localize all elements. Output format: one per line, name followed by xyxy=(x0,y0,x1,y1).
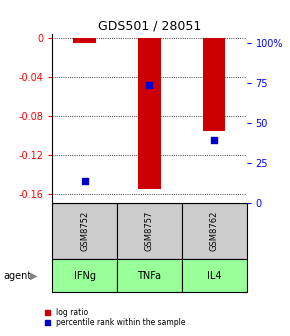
Text: GSM8757: GSM8757 xyxy=(145,211,154,251)
Bar xyxy=(52,259,117,292)
Legend: log ratio, percentile rank within the sample: log ratio, percentile rank within the sa… xyxy=(41,305,188,331)
Bar xyxy=(117,203,182,259)
Point xyxy=(147,82,152,87)
Title: GDS501 / 28051: GDS501 / 28051 xyxy=(98,19,201,33)
Bar xyxy=(182,259,246,292)
Bar xyxy=(52,203,117,259)
Point xyxy=(82,178,87,184)
Text: GSM8762: GSM8762 xyxy=(210,211,219,251)
Text: agent: agent xyxy=(3,270,31,281)
Point xyxy=(212,138,216,143)
Text: IL4: IL4 xyxy=(207,270,221,281)
Text: TNFa: TNFa xyxy=(137,270,161,281)
Bar xyxy=(117,259,182,292)
Bar xyxy=(138,38,161,189)
Text: ▶: ▶ xyxy=(30,270,38,281)
Text: IFNg: IFNg xyxy=(74,270,96,281)
Bar xyxy=(73,38,96,43)
Text: GSM8752: GSM8752 xyxy=(80,211,89,251)
Bar xyxy=(203,38,225,131)
Bar xyxy=(182,203,246,259)
